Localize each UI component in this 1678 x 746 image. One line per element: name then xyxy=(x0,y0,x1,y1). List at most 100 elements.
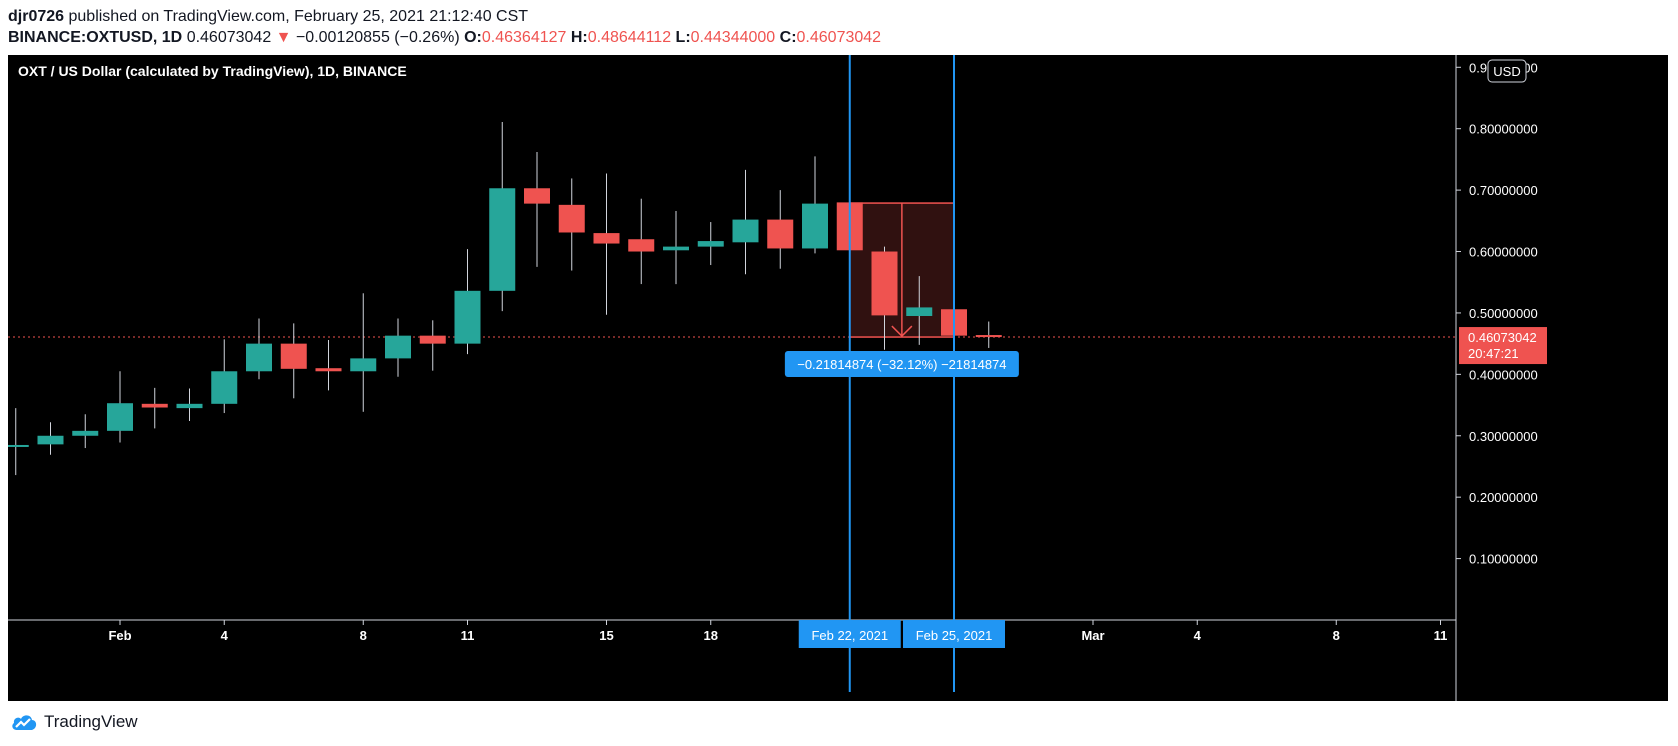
candle xyxy=(2,408,29,476)
x-tick-label: 8 xyxy=(360,628,367,643)
candle xyxy=(802,156,828,254)
candle-body xyxy=(558,204,585,233)
candle-body xyxy=(906,307,933,317)
x-tick-label: 15 xyxy=(599,628,613,643)
candle xyxy=(906,276,933,345)
candle-body xyxy=(767,219,794,249)
candle xyxy=(37,422,64,455)
bar-countdown-label: 20:47:21 xyxy=(1468,346,1519,361)
candle xyxy=(489,121,516,312)
candle xyxy=(975,321,1002,348)
y-tick-label: 0.70000000 xyxy=(1469,183,1538,198)
candle xyxy=(107,371,133,443)
open-value: 0.46364127 xyxy=(481,29,567,46)
candle xyxy=(593,173,620,315)
candle-body xyxy=(280,343,307,369)
candle xyxy=(767,190,794,269)
x-tick-label: Mar xyxy=(1081,628,1104,643)
range-summary-box xyxy=(784,351,1019,378)
last-price: 0.46073042 xyxy=(186,29,272,46)
y-tick-label: 0.50000000 xyxy=(1469,306,1538,321)
close-value: 0.46073042 xyxy=(796,29,882,46)
candle-body xyxy=(419,335,446,344)
y-tick-label: 0.60000000 xyxy=(1469,245,1538,260)
x-tick-label: 4 xyxy=(1194,628,1202,643)
candle xyxy=(732,169,759,275)
candle xyxy=(454,249,481,355)
y-tick-label: 0.80000000 xyxy=(1469,122,1538,137)
candle xyxy=(72,414,99,449)
x-tick-label: 11 xyxy=(1434,628,1448,643)
candle xyxy=(871,246,898,350)
chart-title: OXT / US Dollar (calculated by TradingVi… xyxy=(18,63,407,79)
candle xyxy=(558,178,585,271)
range-end-date-label: Feb 25, 2021 xyxy=(916,628,993,643)
candle-body xyxy=(246,343,272,372)
candle-body xyxy=(72,430,99,436)
author-name[interactable]: djr0726 xyxy=(8,8,65,25)
candle xyxy=(280,323,307,399)
candle xyxy=(385,318,411,377)
candle xyxy=(628,198,655,285)
chart-background xyxy=(8,55,1668,701)
publish-info: djr0726 published on TradingView.com, Fe… xyxy=(8,8,528,26)
y-tick-label: 0.30000000 xyxy=(1469,429,1538,444)
close-label: C: xyxy=(779,29,797,46)
candle-body xyxy=(2,444,29,447)
candle-body xyxy=(697,241,724,247)
x-tick-label: 4 xyxy=(221,628,229,643)
candle-body xyxy=(385,335,411,359)
candle xyxy=(350,293,377,412)
low-value: 0.44344000 xyxy=(690,29,776,46)
candle-body xyxy=(524,188,550,204)
published-text: published on TradingView.com, February 2… xyxy=(64,8,529,25)
interval: , 1D xyxy=(152,29,187,46)
range-measure-arrow-head xyxy=(891,325,913,338)
high-value: 0.48644112 xyxy=(587,29,672,46)
symbol-info-line: BINANCE:OXTUSD, 1D 0.46073042 ▼ −0.00120… xyxy=(8,29,881,47)
low-label: L: xyxy=(675,29,691,46)
candle xyxy=(176,388,203,422)
range-summary-label: −0.21814874 (−32.12%) −21814874 xyxy=(797,357,1006,372)
tradingview-brand-text: TradingView xyxy=(44,712,138,731)
range-end-date-tag xyxy=(903,620,1005,648)
tradingview-brand[interactable]: TradingView xyxy=(10,712,138,732)
candle xyxy=(524,152,550,267)
candle-body xyxy=(871,251,898,316)
y-tick-label: 0.10000000 xyxy=(1469,552,1538,567)
y-tick-label: 0.20000000 xyxy=(1469,490,1538,505)
down-arrow-icon: ▼ xyxy=(275,29,292,46)
candle xyxy=(419,320,446,371)
current-price-tag xyxy=(1459,327,1547,365)
candle-body xyxy=(211,371,238,404)
candle-body xyxy=(489,188,516,291)
candle-body xyxy=(315,368,342,372)
candle-body xyxy=(141,403,168,408)
candlestick-chart[interactable]: OXT / US Dollar (calculated by TradingVi… xyxy=(2,55,1668,701)
high-label: H: xyxy=(570,29,588,46)
candle-body xyxy=(732,219,759,243)
x-tick-label: 18 xyxy=(704,628,718,643)
candle-body xyxy=(975,335,1002,338)
open-label: O: xyxy=(464,29,482,46)
candle-body xyxy=(454,290,481,344)
symbol-name: BINANCE:OXTUSD xyxy=(8,29,153,46)
candle-body xyxy=(37,435,64,445)
current-price-label: 0.46073042 xyxy=(1468,330,1537,345)
range-start-date-label: Feb 22, 2021 xyxy=(811,628,888,643)
candle xyxy=(246,318,272,380)
price-change: −0.00120855 (−0.26%) xyxy=(291,29,465,46)
candle-body xyxy=(593,233,620,244)
candle xyxy=(315,339,342,391)
candle xyxy=(697,222,724,266)
currency-label: USD xyxy=(1493,64,1520,79)
candle xyxy=(211,339,238,414)
candle-body xyxy=(628,239,655,252)
candle-body xyxy=(802,203,828,249)
candle-body xyxy=(663,246,689,251)
currency-badge xyxy=(1487,59,1527,83)
chart-container[interactable]: OXT / US Dollar (calculated by TradingVi… xyxy=(2,55,1668,701)
y-tick-label: 0.40000000 xyxy=(1469,367,1538,382)
tradingview-cloud-icon xyxy=(12,715,37,730)
range-start-date-tag xyxy=(798,620,901,648)
